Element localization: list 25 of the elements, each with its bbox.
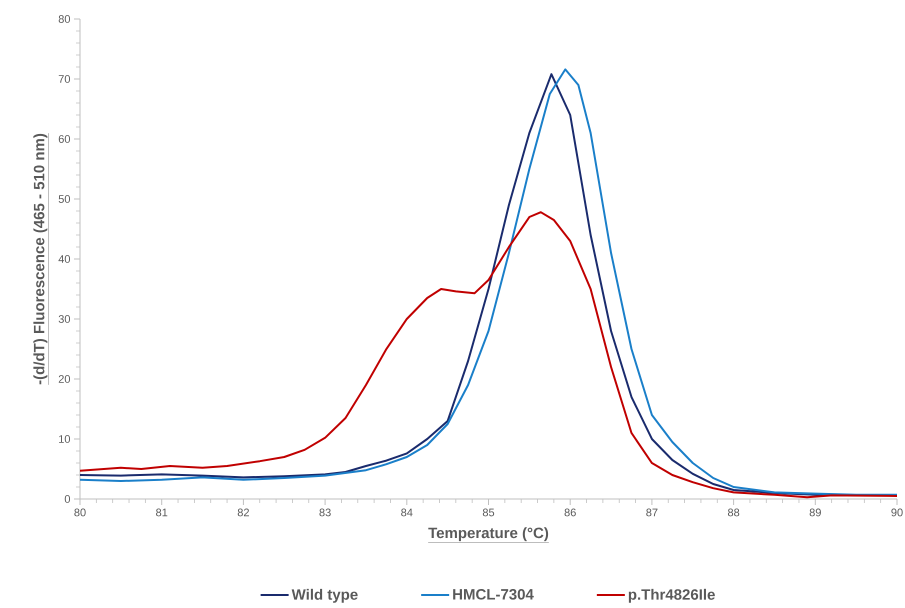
x-axis-title: Temperature (°C) xyxy=(428,527,548,542)
legend-label: p.Thr4826Ile xyxy=(628,588,715,603)
y-tick-label: 10 xyxy=(59,435,70,443)
x-tick-label: 80 xyxy=(74,508,86,516)
x-tick-label: 81 xyxy=(156,508,168,516)
y-tick-label: 40 xyxy=(58,255,70,263)
x-tick-label: 83 xyxy=(319,508,331,516)
x-tick-label: 89 xyxy=(810,508,821,516)
x-tick-label: 87 xyxy=(646,508,658,516)
y-tick-label: 80 xyxy=(58,15,70,23)
x-tick-label: 88 xyxy=(728,508,740,516)
y-tick-label: 70 xyxy=(58,75,70,83)
y-tick-label: 20 xyxy=(58,375,70,383)
x-tick-label: 85 xyxy=(482,508,494,516)
x-tick-label: 82 xyxy=(238,508,249,516)
y-tick-label: 0 xyxy=(64,495,70,503)
x-tick-label: 90 xyxy=(891,508,903,516)
x-tick-label: 86 xyxy=(564,508,576,516)
y-tick-label: 60 xyxy=(58,135,70,143)
x-tick-label: 84 xyxy=(401,508,413,516)
legend-label: Wild type xyxy=(292,588,358,603)
y-tick-label: 30 xyxy=(58,315,70,323)
y-axis-title: -(d/dT) Fluorescence (465 - 510 nm) xyxy=(33,134,48,384)
legend-label: HMCL-7304 xyxy=(453,589,534,600)
y-tick-label: 50 xyxy=(58,195,70,203)
